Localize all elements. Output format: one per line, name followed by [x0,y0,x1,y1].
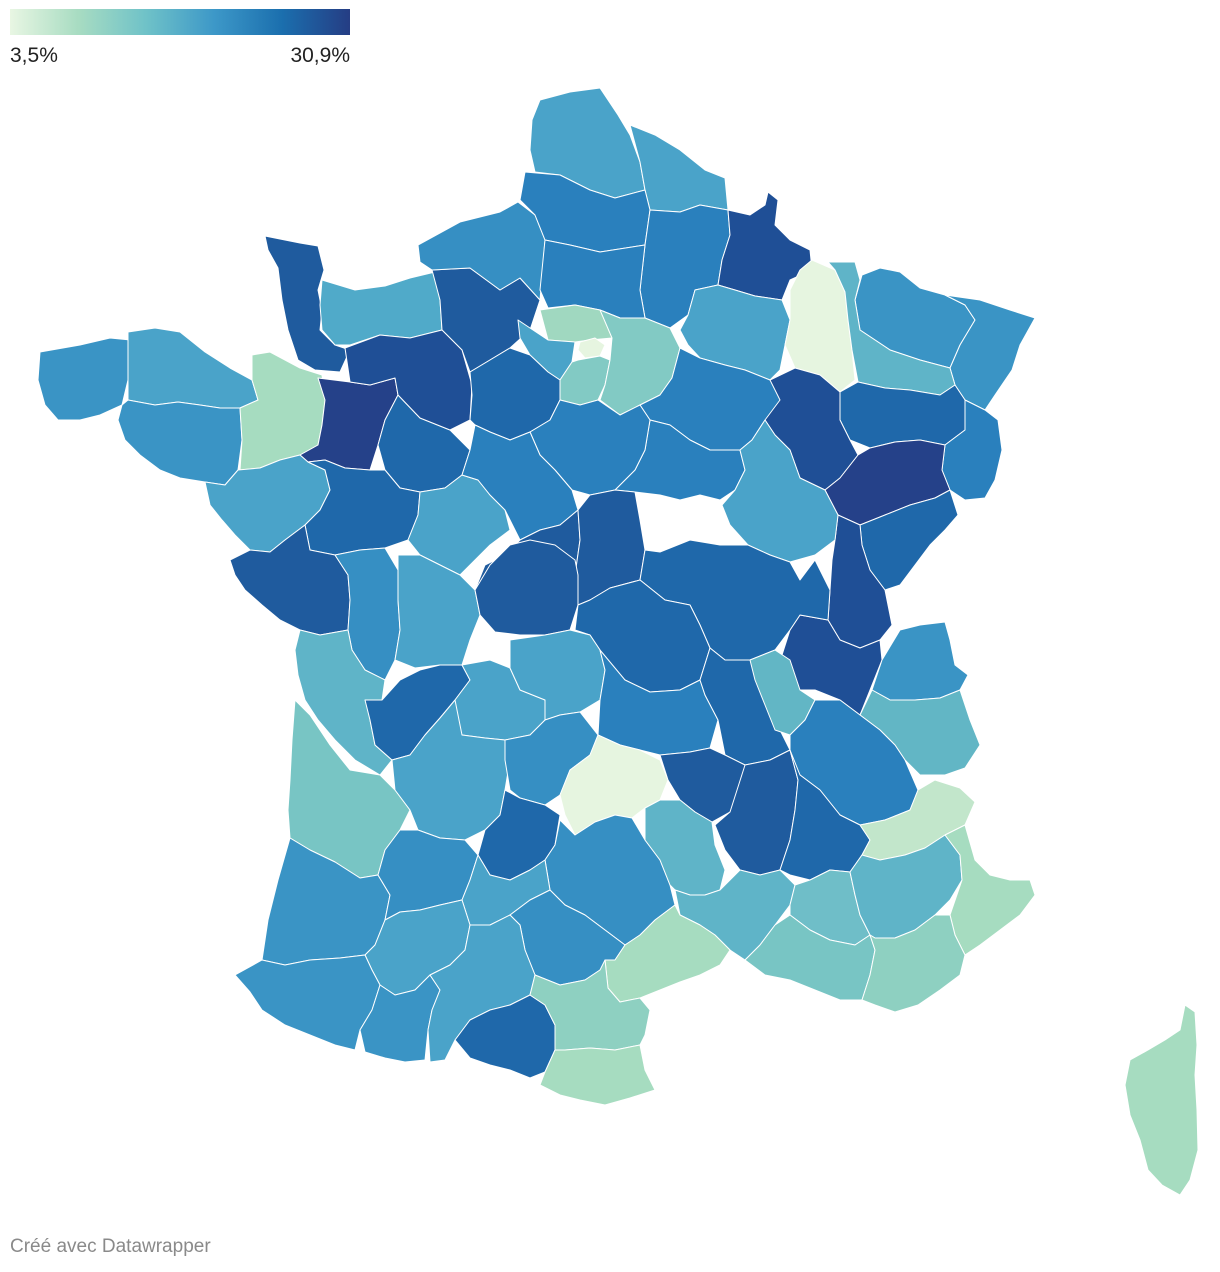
department-cote-d-or[interactable] [721,419,839,563]
department-var[interactable] [861,914,966,1013]
department-alpes-de-haute-provence[interactable] [849,834,963,939]
department-morbihan[interactable] [117,399,243,486]
department-hautes-pyrenees[interactable] [359,974,441,1063]
department-cotes-d-armor[interactable] [127,327,259,409]
department-pyrenees-orientales[interactable] [539,1044,656,1106]
legend-gradient-bar [10,9,350,35]
department-finistere[interactable] [37,337,131,421]
legend-min-label: 3,5% [10,44,58,67]
department-orne-east[interactable] [344,329,473,431]
attribution-credit: Créé avec Datawrapper [10,1236,211,1257]
department-indre[interactable] [474,539,579,636]
department-deux-sevres[interactable] [334,547,401,681]
department-alpes-maritimes[interactable] [944,824,1036,956]
department-corse[interactable] [1124,1004,1199,1196]
department-pyrenees-atlantiques[interactable] [234,954,381,1051]
department-vienne[interactable] [394,554,481,669]
department-oise[interactable] [539,239,646,319]
department-haute-savoie[interactable] [871,621,969,701]
color-legend: 3,5% 30,9% [10,9,350,70]
legend-max-label: 30,9% [290,44,350,67]
department-haut-rhin[interactable] [941,399,1003,501]
department-vosges[interactable] [839,381,966,449]
department-seine-maritime[interactable] [417,201,546,301]
department-creuse[interactable] [509,629,606,721]
department-calvados-orne[interactable] [319,271,443,346]
department-maine-et-loire[interactable] [304,459,421,556]
departments-layer [37,87,1199,1196]
choropleth-map [37,87,1199,1196]
department-paris[interactable] [577,337,606,359]
